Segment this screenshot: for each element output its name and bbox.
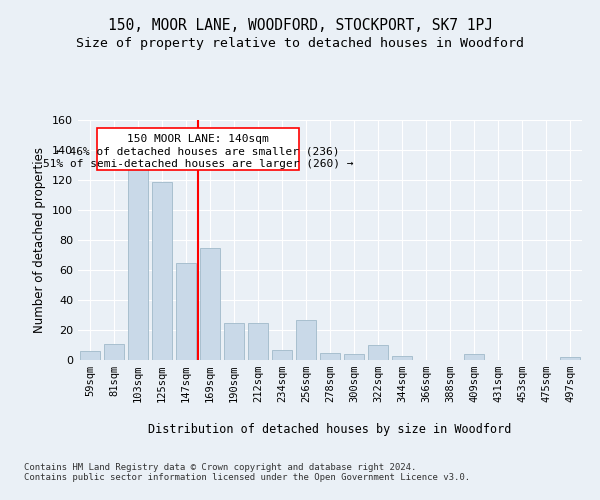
Bar [464, 354, 484, 360]
Bar [320, 352, 340, 360]
Bar [224, 322, 244, 360]
Text: 150, MOOR LANE, WOODFORD, STOCKPORT, SK7 1PJ: 150, MOOR LANE, WOODFORD, STOCKPORT, SK7… [107, 18, 493, 32]
Bar [248, 322, 268, 360]
Text: ← 46% of detached houses are smaller (236): ← 46% of detached houses are smaller (23… [56, 147, 340, 157]
Bar [104, 344, 124, 360]
Bar [200, 248, 220, 360]
Bar [392, 356, 412, 360]
Bar [560, 357, 580, 360]
Bar [128, 164, 148, 360]
Text: 150 MOOR LANE: 140sqm: 150 MOOR LANE: 140sqm [127, 134, 269, 144]
Bar [368, 345, 388, 360]
Text: Contains HM Land Registry data © Crown copyright and database right 2024.
Contai: Contains HM Land Registry data © Crown c… [24, 462, 470, 482]
Bar [152, 182, 172, 360]
Bar [344, 354, 364, 360]
Bar [296, 320, 316, 360]
FancyBboxPatch shape [97, 128, 299, 170]
Bar [80, 351, 100, 360]
Y-axis label: Number of detached properties: Number of detached properties [34, 147, 46, 333]
Text: Distribution of detached houses by size in Woodford: Distribution of detached houses by size … [148, 422, 512, 436]
Bar [176, 262, 196, 360]
Text: 51% of semi-detached houses are larger (260) →: 51% of semi-detached houses are larger (… [43, 158, 353, 168]
Text: Size of property relative to detached houses in Woodford: Size of property relative to detached ho… [76, 38, 524, 51]
Bar [272, 350, 292, 360]
